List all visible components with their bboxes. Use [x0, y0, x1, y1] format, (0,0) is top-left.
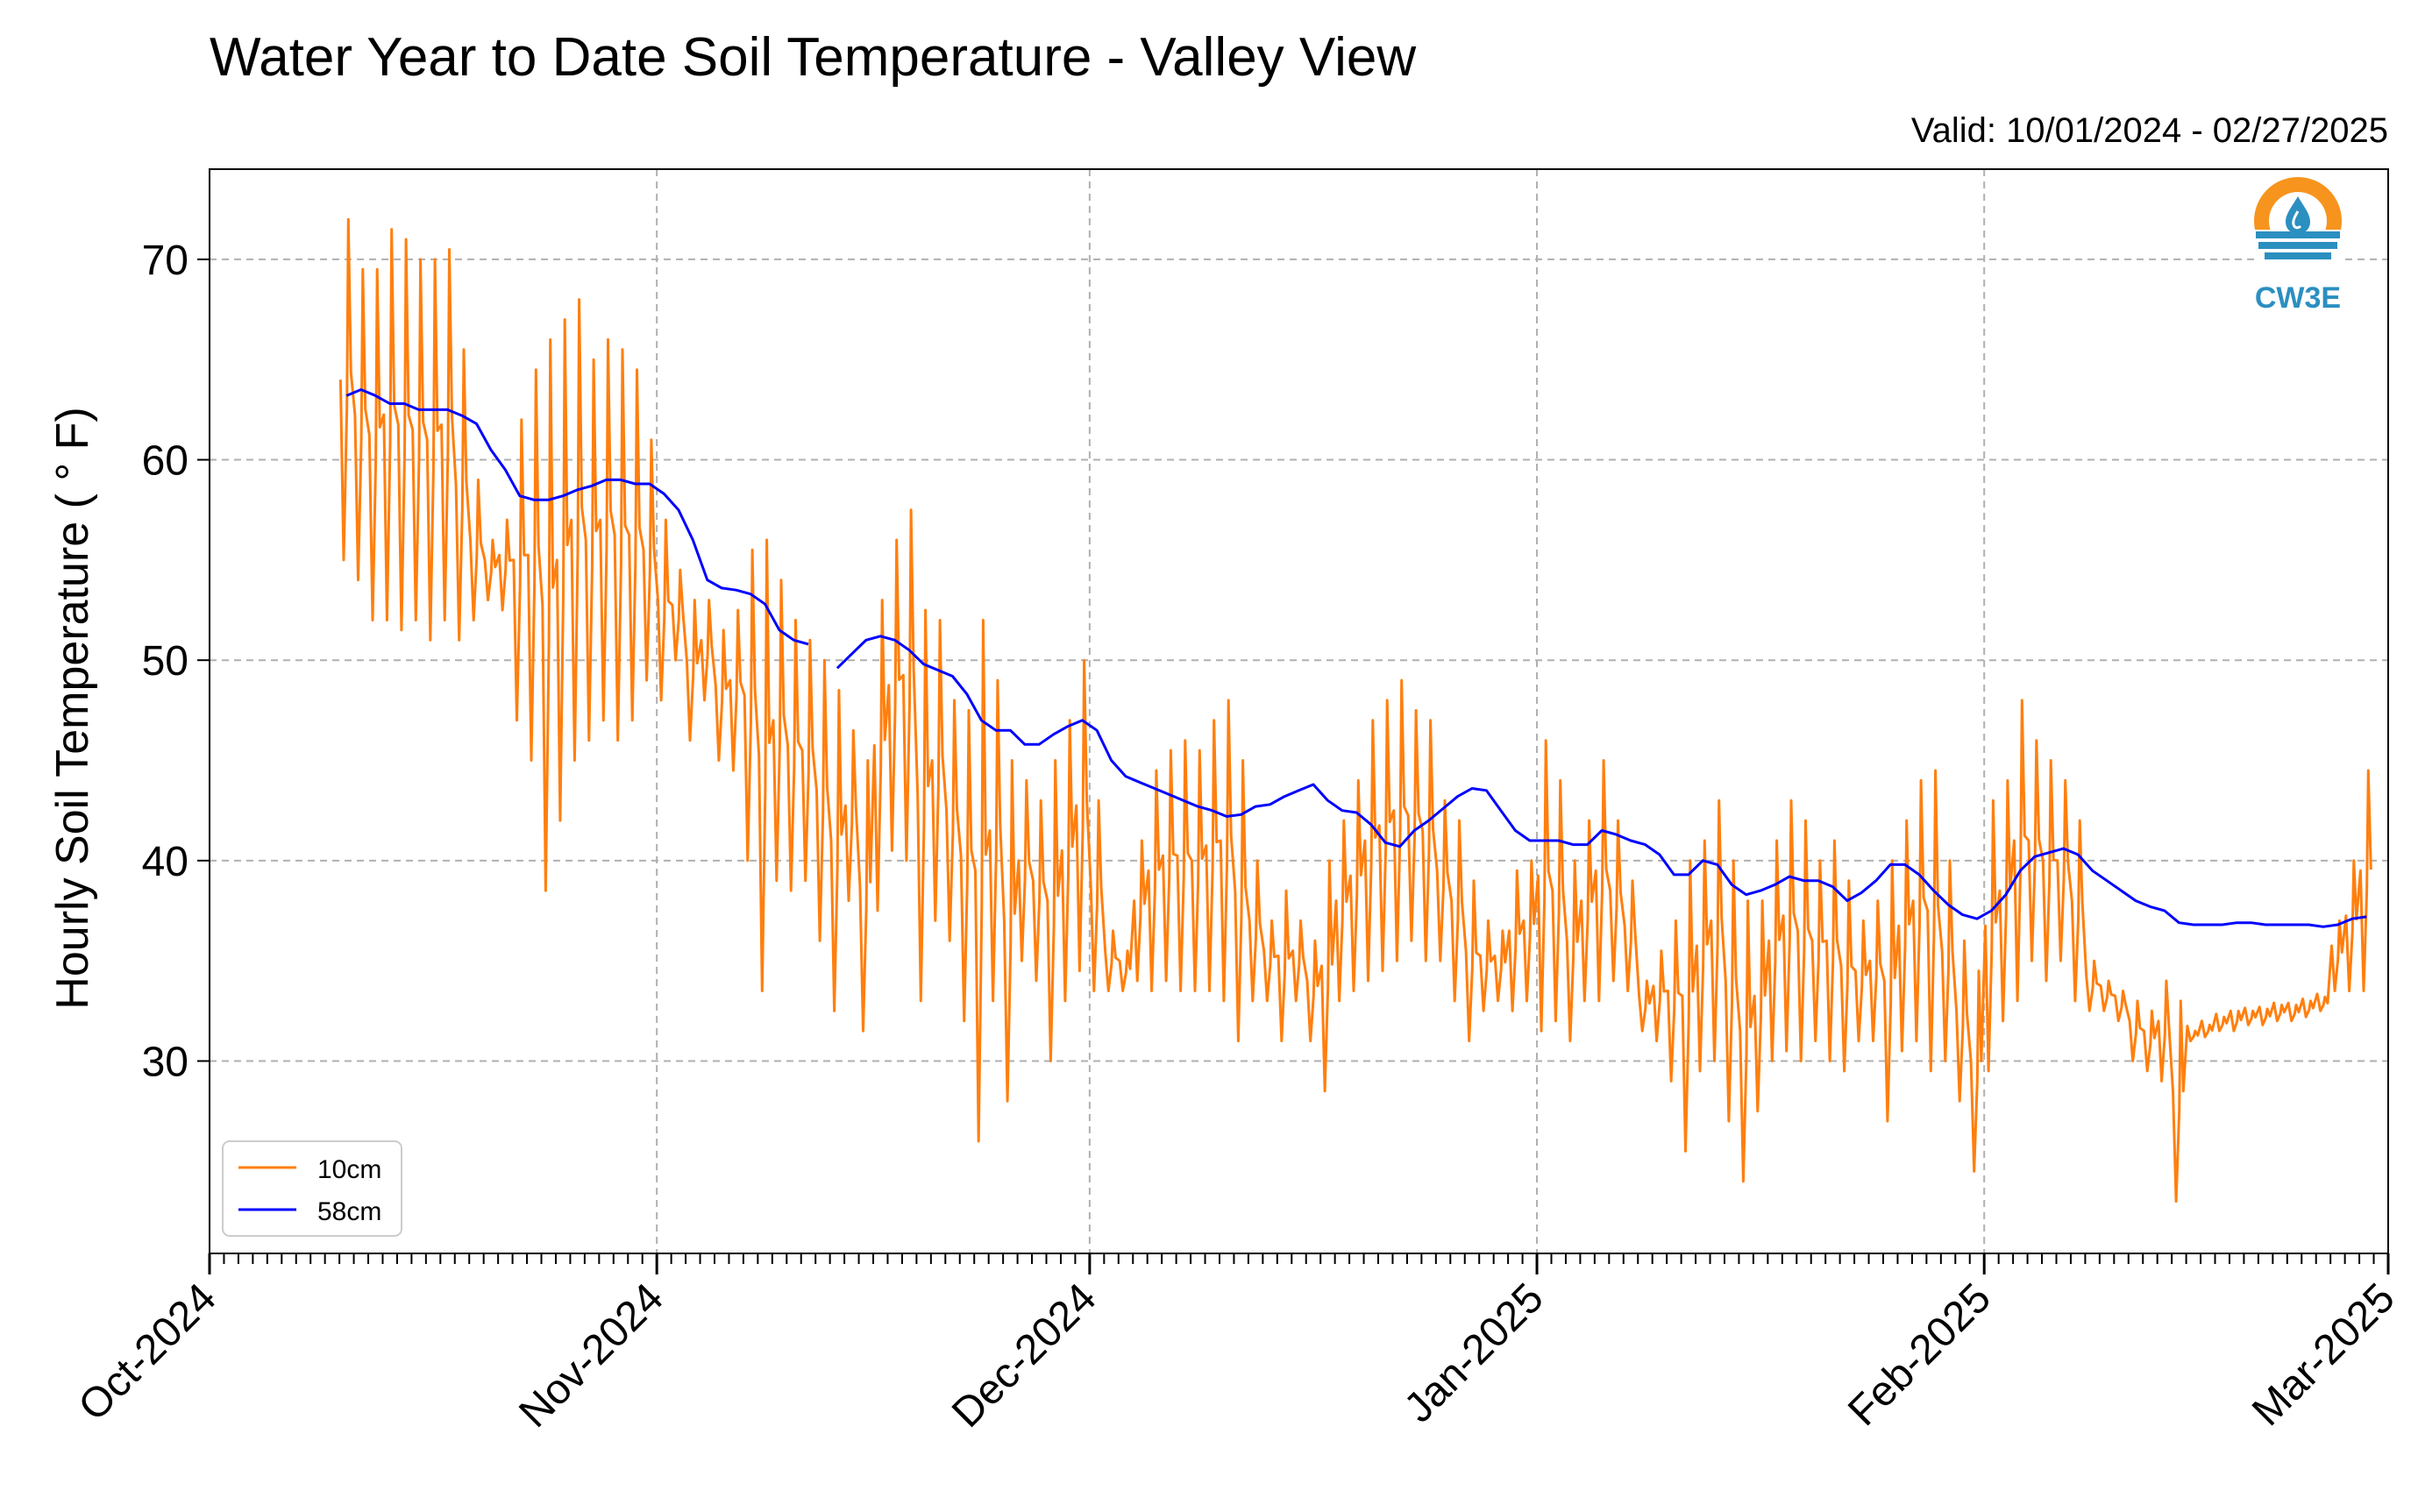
legend-label-10cm: 10cm — [317, 1155, 381, 1184]
chart-title: Water Year to Date Soil Temperature - Va… — [210, 27, 1416, 88]
y-axis: 30 40 50 60 70 — [142, 238, 210, 1085]
x-tick-label: Jan-2025 — [1396, 1274, 1553, 1431]
plot-frame — [209, 168, 2389, 1254]
water-drop-icon — [2254, 177, 2342, 268]
x-tick-label: Mar-2025 — [2244, 1274, 2404, 1435]
chart-subtitle: Valid: 10/01/2024 - 02/27/2025 — [1911, 111, 2388, 150]
logo-text: CW3E — [2255, 281, 2341, 315]
x-tick-label: Nov-2024 — [510, 1274, 672, 1437]
series-line-58cm-segment — [345, 388, 809, 646]
cw3e-logo: CW3E — [2254, 177, 2342, 315]
legend: 10cm 58cm — [222, 1140, 402, 1237]
grid — [210, 169, 2388, 1253]
y-tick-label: 60 — [142, 438, 188, 485]
series-line-10cm — [338, 217, 2372, 1203]
series-line-58cm-segment — [836, 635, 2367, 928]
y-axis-label: Hourly Soil Temperature ( ° F) — [47, 407, 98, 1009]
x-tick-label: Dec-2024 — [943, 1274, 1106, 1437]
legend-label-58cm: 58cm — [317, 1197, 381, 1226]
y-tick-label: 30 — [142, 1039, 188, 1085]
x-tick-label: Oct-2024 — [70, 1274, 225, 1430]
legend-box — [222, 1140, 402, 1237]
y-tick-label: 70 — [142, 238, 188, 284]
x-tick-label: Feb-2025 — [1839, 1274, 2000, 1435]
y-tick-label: 40 — [142, 839, 188, 885]
x-axis: Oct-2024 Nov-2024 Dec-2024 Jan-2025 Feb-2025… — [70, 1253, 2404, 1437]
series-layer — [338, 217, 2372, 1203]
y-tick-label: 50 — [142, 638, 188, 685]
